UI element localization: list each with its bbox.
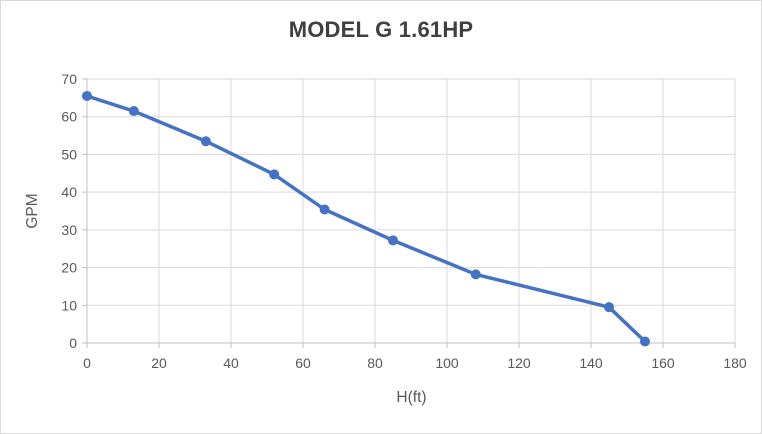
data-point-marker <box>640 336 650 347</box>
y-tick-label: 0 <box>69 335 77 351</box>
data-point-marker <box>269 169 280 180</box>
x-tick-label: 20 <box>151 355 167 371</box>
y-tick-label: 30 <box>61 222 77 238</box>
data-point-marker <box>388 235 398 246</box>
data-point-marker <box>604 302 614 313</box>
x-tick-label: 160 <box>651 355 675 371</box>
x-axis-title: H(ft) <box>396 389 427 406</box>
x-tick-label: 100 <box>435 355 459 371</box>
y-tick-label: 10 <box>61 297 77 313</box>
series-line <box>85 94 647 344</box>
x-tick-label: 80 <box>367 355 383 371</box>
data-point-marker <box>470 269 481 280</box>
x-tick-label: 180 <box>723 355 747 371</box>
y-tick-label: 60 <box>61 109 77 125</box>
y-tick-label: 20 <box>61 260 77 276</box>
y-tick-label: 70 <box>61 71 77 87</box>
x-tick-label: 40 <box>223 355 239 371</box>
data-point-marker <box>319 204 330 215</box>
y-tick-label: 50 <box>61 146 77 162</box>
data-point-marker <box>200 136 211 147</box>
y-tick-label: 40 <box>61 184 77 200</box>
x-tick-label: 140 <box>579 355 603 371</box>
chart-title: MODEL G 1.61HP <box>288 17 474 42</box>
data-point-marker <box>82 90 92 101</box>
x-tick-label: 60 <box>295 355 311 371</box>
x-tick-label: 0 <box>83 355 91 371</box>
data-point-marker <box>128 106 139 117</box>
x-tick-label: 120 <box>507 355 531 371</box>
